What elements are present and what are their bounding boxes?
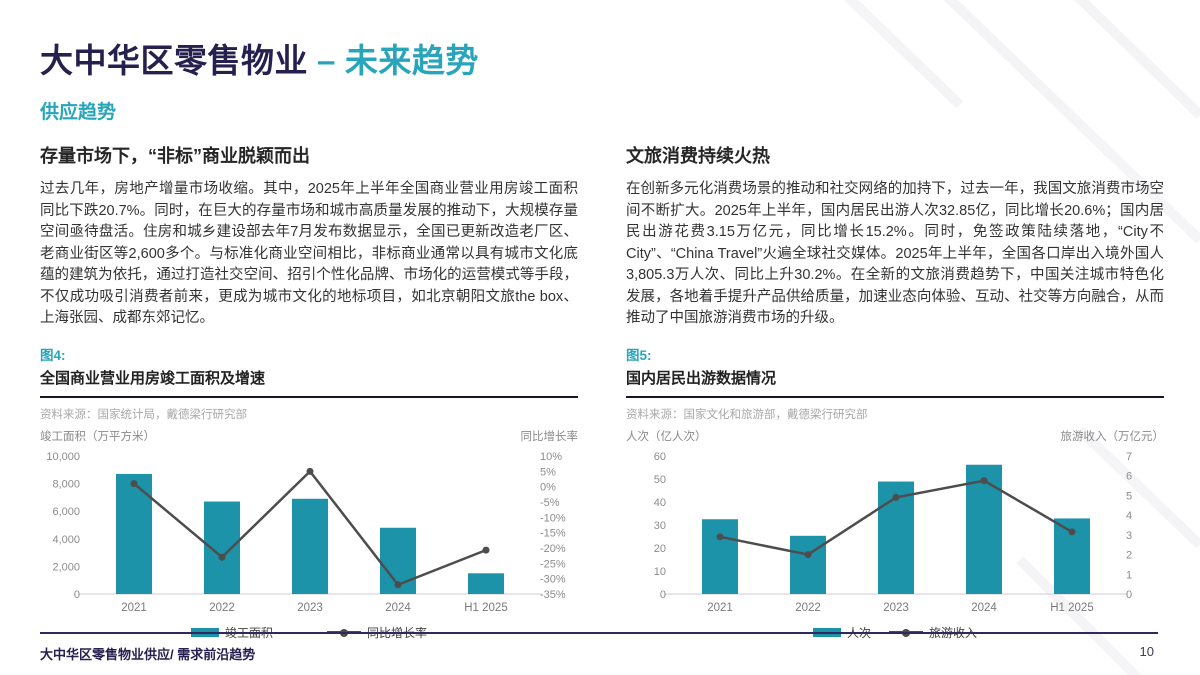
figure-5-axis-units: 人次（亿人次） 旅游收入（万亿元） [626, 428, 1164, 444]
left-column: 存量市场下，“非标”商业脱颖而出 过去几年，房地产增量市场收缩。其中，2025年… [40, 142, 578, 640]
page-title-accent: 未来趋势 [344, 42, 479, 79]
figure-4-axis-units: 竣工面积（万平方米） 同比增长率 [40, 428, 578, 444]
category-label: 2024 [971, 602, 997, 614]
figure-5-divider [626, 396, 1164, 398]
left-axis-tick-label: 10 [654, 566, 666, 578]
line-point-2022 [218, 553, 226, 561]
chart-figure-4: 图4: 全国商业营业用房竣工面积及增速 资料来源：国家统计局，戴德梁行研究部 竣… [40, 344, 578, 641]
page-subtitle: 供应趋势 [40, 102, 117, 123]
right-axis-tick-label: 0 [1126, 589, 1132, 601]
title-dash: – [317, 42, 336, 79]
left-axis-tick-label: 30 [654, 520, 666, 532]
bar-2022 [790, 535, 826, 594]
line-point-2021 [716, 533, 724, 541]
figure-4-divider [40, 396, 578, 398]
line-point-2024 [394, 581, 402, 589]
category-label: H1 2025 [1050, 602, 1093, 614]
right-column: 文旅消费持续火热 在创新多元化消费场景的推动和社交网络的加持下，过去一年，我国文… [626, 142, 1164, 640]
bar-2021 [702, 519, 738, 594]
bar-2021 [116, 473, 152, 594]
left-body-text: 过去几年，房地产增量市场收缩。其中，2025年上半年全国商业营业用房竣工面积同比… [40, 181, 578, 326]
category-label: 2022 [795, 602, 821, 614]
figure-4-plot: 10,000 8,000 6,000 4,000 2,000 0 10% 5% 0% -5% -10… [46, 451, 566, 614]
left-axis-tick-label: 60 [654, 451, 666, 463]
figure-5-right-axis-label: 旅游收入（万亿元） [1060, 431, 1165, 443]
right-section-heading: 文旅消费持续火热 [626, 146, 770, 166]
right-body-text: 在创新多元化消费场景的推动和社交网络的加持下，过去一年，我国文旅消费市场空间不断… [626, 181, 1164, 326]
right-axis-tick-label: -30% [540, 574, 566, 586]
page-number: 10 [1139, 644, 1154, 659]
figure-4-right-axis-label: 同比增长率 [520, 431, 579, 443]
left-axis-tick-label: 40 [654, 497, 666, 509]
line-point-2021 [130, 480, 138, 488]
page-title: 大中华区零售物业 – 未来趋势 [40, 34, 479, 82]
category-label: 2023 [883, 602, 909, 614]
left-axis-tick-label: 20 [654, 543, 666, 555]
right-axis-tick-label: 3 [1126, 530, 1132, 542]
right-axis-tick-label: -25% [540, 558, 566, 570]
right-axis-tick-label: 6 [1126, 471, 1132, 483]
bar-H1 2025 [468, 573, 504, 594]
figure-5-source: 资料来源：国家文化和旅游部，戴德梁行研究部 [626, 409, 868, 421]
left-axis-tick-label: 4,000 [52, 534, 80, 546]
category-label: 2022 [209, 602, 235, 614]
right-axis-tick-label: -5% [540, 497, 560, 509]
right-axis-tick-label: 5 [1126, 490, 1132, 502]
right-axis-tick-label: -10% [540, 512, 566, 524]
figure-4-label: 图4: [40, 348, 66, 363]
right-axis-tick-label: 2 [1126, 550, 1132, 562]
line-point-2023 [892, 493, 900, 501]
right-axis-tick-label: -35% [540, 589, 566, 601]
right-axis-tick-label: 1 [1126, 569, 1132, 581]
line-point-2024 [980, 477, 988, 485]
left-axis-tick-label: 50 [654, 474, 666, 486]
category-label: H1 2025 [464, 602, 507, 614]
right-axis-tick-label: 10% [540, 451, 562, 463]
chart-figure-5: 图5: 国内居民出游数据情况 资料来源：国家文化和旅游部，戴德梁行研究部 人次（… [626, 344, 1164, 641]
left-section-heading: 存量市场下，“非标”商业脱颖而出 [40, 146, 310, 166]
figure-5-label: 图5: [626, 348, 652, 363]
left-axis-tick-label: 0 [74, 589, 80, 601]
right-axis-tick-label: 7 [1126, 451, 1132, 463]
figure-4-left-axis-label: 竣工面积（万平方米） [40, 431, 155, 443]
line-point-2023 [306, 467, 314, 475]
category-label: 2024 [385, 602, 411, 614]
left-axis-tick-label: 6,000 [52, 506, 80, 518]
line-point-H1 2025 [1068, 528, 1076, 536]
category-label: 2023 [297, 602, 323, 614]
left-axis-tick-label: 2,000 [52, 561, 80, 573]
figure-4-title: 全国商业营业用房竣工面积及增速 [40, 370, 266, 387]
category-label: 2021 [707, 602, 733, 614]
left-axis-tick-label: 10,000 [46, 451, 80, 463]
line-point-H1 2025 [482, 546, 490, 554]
figure-4-source: 资料来源：国家统计局，戴德梁行研究部 [40, 409, 247, 421]
category-label: 2021 [121, 602, 147, 614]
left-axis-tick-label: 0 [660, 589, 666, 601]
line-point-2022 [804, 551, 812, 559]
right-axis-tick-label: -20% [540, 543, 566, 555]
footer-divider [40, 632, 1158, 634]
left-axis-tick-label: 8,000 [52, 479, 80, 491]
content-columns: 存量市场下，“非标”商业脱颖而出 过去几年，房地产增量市场收缩。其中，2025年… [40, 142, 1164, 640]
right-axis-tick-label: 0% [540, 482, 556, 494]
page-title-main: 大中华区零售物业 [40, 42, 308, 79]
header: 大中华区零售物业 – 未来趋势 供应趋势 [40, 34, 479, 124]
figure-5-title: 国内居民出游数据情况 [626, 370, 777, 387]
figure-5-left-axis-label: 人次（亿人次） [626, 431, 707, 443]
footer-text: 大中华区零售物业供应/ 需求前沿趋势 [40, 647, 256, 662]
right-axis-tick-label: 5% [540, 466, 556, 478]
right-axis-tick-label: 4 [1126, 510, 1132, 522]
right-axis-tick-label: -15% [540, 528, 566, 540]
bar-2023 [292, 498, 328, 594]
